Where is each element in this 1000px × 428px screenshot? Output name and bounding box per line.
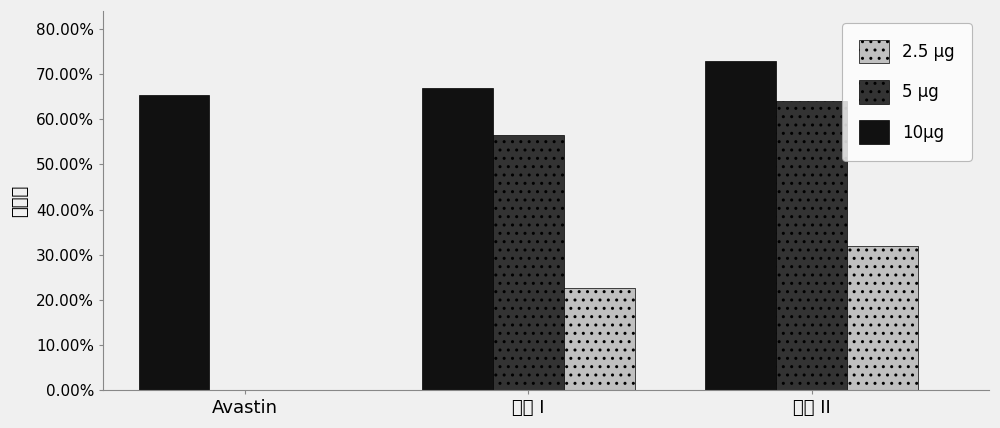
Legend: 2.5 μg, 5 μg, 10μg: 2.5 μg, 5 μg, 10μg: [842, 23, 972, 160]
Bar: [139, 95, 209, 390]
Bar: [564, 288, 635, 390]
Y-axis label: 抑制率: 抑制率: [11, 184, 29, 217]
Bar: [422, 88, 493, 390]
Bar: [493, 135, 564, 390]
Bar: [776, 101, 847, 390]
Bar: [847, 246, 918, 390]
Bar: [705, 61, 776, 390]
